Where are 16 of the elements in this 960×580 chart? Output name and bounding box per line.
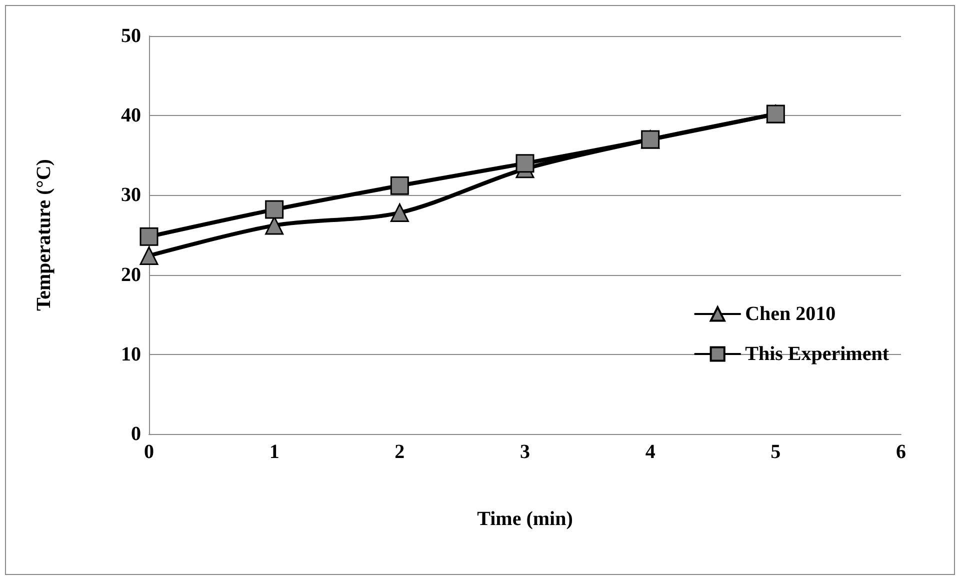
legend-label: Chen 2010 xyxy=(745,303,836,325)
x-axis-title: Time (min) xyxy=(477,508,573,530)
y-tick-label: 30 xyxy=(121,184,141,206)
y-tick-label: 40 xyxy=(121,104,141,127)
legend-label: This Experiment xyxy=(745,343,890,365)
x-tick-label: 4 xyxy=(645,441,656,463)
x-tick-label: 6 xyxy=(896,441,906,463)
y-tick-label: 50 xyxy=(121,25,141,47)
y-tick-label: 10 xyxy=(121,343,141,366)
x-tick-label: 5 xyxy=(770,441,781,463)
y-axis-title: Temperature (°C) xyxy=(33,159,55,311)
x-tick-label: 2 xyxy=(394,441,405,463)
x-tick-label: 3 xyxy=(520,441,530,463)
x-tick-label: 1 xyxy=(269,441,280,463)
y-tick-label: 0 xyxy=(131,423,141,445)
y-tick-label: 20 xyxy=(121,264,141,286)
